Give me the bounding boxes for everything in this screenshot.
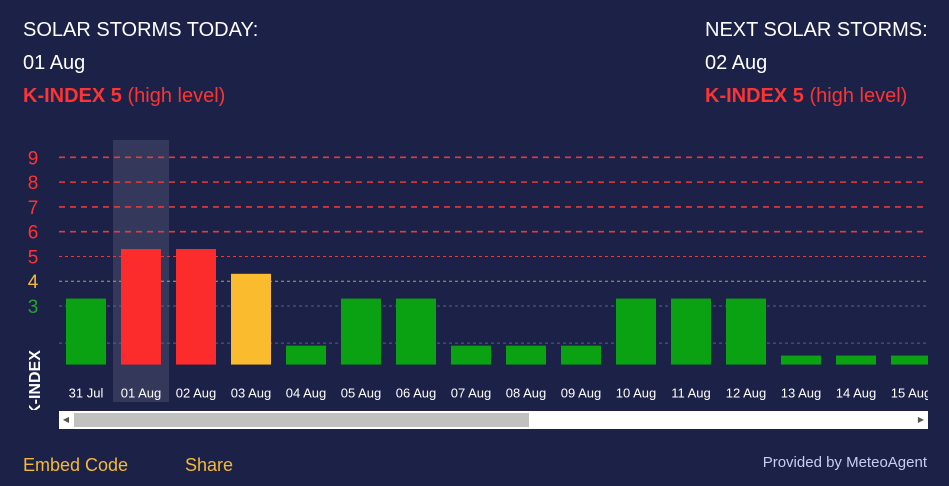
bar-09-aug[interactable] <box>561 345 601 365</box>
x-tick-label: 13 Aug <box>781 386 822 401</box>
x-tick-label: 06 Aug <box>396 386 437 401</box>
next-date: 02 Aug <box>705 52 768 74</box>
provided-by-link[interactable]: Provided by MeteoAgent <box>762 454 927 471</box>
bar-14-aug[interactable] <box>836 355 876 365</box>
bar-13-aug[interactable] <box>781 355 821 365</box>
y-tick-label: 8 <box>28 173 39 194</box>
y-tick-label: 4 <box>28 272 39 293</box>
y-tick-label: 3 <box>28 297 39 318</box>
x-tick-label: 11 Aug <box>671 386 711 401</box>
scroll-left-arrow-icon[interactable]: ◀ <box>62 415 70 424</box>
bar-03-aug[interactable] <box>231 273 271 365</box>
today-kindex: K-INDEX 5 (high level) <box>23 80 258 113</box>
next-kindex: K-INDEX 5 (high level) <box>705 80 928 113</box>
bar-31-jul[interactable] <box>66 298 106 365</box>
today-heading: SOLAR STORMS TODAY: <box>23 19 259 41</box>
plot-clip-mask <box>928 130 949 410</box>
chart-scrollbar[interactable]: ◀ ▶ <box>59 411 928 429</box>
x-tick-label: 01 Aug <box>121 386 162 401</box>
bar-01-aug[interactable] <box>121 249 161 365</box>
x-tick-label: 04 Aug <box>286 386 327 401</box>
x-tick-label: 02 Aug <box>176 386 217 401</box>
bar-15-aug[interactable] <box>891 355 928 365</box>
bar-05-aug[interactable] <box>341 298 381 365</box>
y-axis-label: K-INDEX <box>27 350 44 410</box>
x-tick-label: 10 Aug <box>616 386 657 401</box>
bar-10-aug[interactable] <box>616 298 656 365</box>
bar-02-aug[interactable] <box>176 249 216 365</box>
bar-06-aug[interactable] <box>396 298 436 365</box>
next-panel: NEXT SOLAR STORMS: 02 Aug K-INDEX 5 (hig… <box>705 14 928 113</box>
share-link[interactable]: Share <box>185 455 234 475</box>
x-tick-label: 15 Aug <box>891 386 932 401</box>
today-level-text: (high level) <box>127 85 226 107</box>
today-date: 01 Aug <box>23 52 86 74</box>
x-tick-label: 14 Aug <box>836 386 877 401</box>
y-tick-label: 9 <box>28 148 39 169</box>
x-tick-label: 12 Aug <box>726 386 767 401</box>
bar-11-aug[interactable] <box>671 298 711 365</box>
y-tick-label: 6 <box>28 223 39 244</box>
x-tick-label: 07 Aug <box>451 386 492 401</box>
x-tick-label: 08 Aug <box>506 386 547 401</box>
x-tick-label: 09 Aug <box>561 386 602 401</box>
next-heading: NEXT SOLAR STORMS: <box>705 19 928 41</box>
bar-07-aug[interactable] <box>451 345 491 365</box>
x-tick-label: 31 Jul <box>69 386 104 401</box>
x-tick-label: 03 Aug <box>231 386 272 401</box>
x-tick-label: 05 Aug <box>341 386 382 401</box>
today-kindex-value: K-INDEX 5 <box>23 85 122 107</box>
y-tick-label: 5 <box>28 247 39 268</box>
embed-code-link[interactable]: Embed Code <box>23 455 129 475</box>
today-panel: SOLAR STORMS TODAY: 01 Aug K-INDEX 5 (hi… <box>23 14 258 113</box>
next-kindex-value: K-INDEX 5 <box>705 85 804 107</box>
next-level-text: (high level) <box>809 85 908 107</box>
bar-04-aug[interactable] <box>286 345 326 365</box>
y-tick-label: 7 <box>28 198 39 219</box>
bar-12-aug[interactable] <box>726 298 766 365</box>
bar-08-aug[interactable] <box>506 345 546 365</box>
kindex-chart[interactable]: 3 4 5 6 7 8 9 31 Jul 01 Aug 02 Aug 03 Aug 04 Aug 05 … <box>0 130 949 410</box>
scroll-right-arrow-icon[interactable]: ▶ <box>917 415 925 424</box>
scroll-thumb[interactable] <box>74 413 529 427</box>
